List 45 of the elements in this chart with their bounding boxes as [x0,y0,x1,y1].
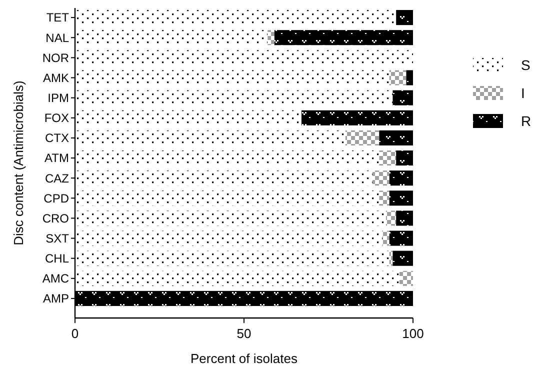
y-axis-title: Disc content (Antimicrobials) [11,80,26,246]
y-tick-label: NOR [42,50,70,65]
y-tick-label: ATM [44,151,69,166]
legend-label: R [521,112,532,129]
x-tick-label: 100 [402,326,424,341]
legend-label: I [521,84,525,101]
y-tick-label: SXT [46,231,70,246]
bar [386,210,396,226]
bar [268,30,274,46]
y-tick-label: IPM [48,91,69,105]
x-axis-title: Percent of isolates [190,351,298,366]
y-tick-label: FOX [44,111,69,126]
bar [345,130,380,146]
bar [301,110,413,126]
y-tick-label: AMK [42,70,69,85]
legend-label: S [521,56,530,73]
bar [379,150,396,166]
bar [392,250,413,266]
bar [372,170,390,186]
bar [389,70,406,86]
y-tick-label: AMC [42,272,70,286]
bar [399,270,413,286]
y-tick-label: TET [46,10,70,25]
y-tick-label: CRO [42,211,69,226]
bar [382,230,390,246]
y-tick-label: CTX [45,131,69,146]
y-tick-label: CPD [44,191,70,206]
y-tick-label: AMP [42,292,69,306]
bar [396,150,413,166]
bar [389,190,413,206]
x-tick-label: 0 [71,326,79,341]
y-tick-label: CHL [44,252,70,266]
bar [379,130,413,146]
bar [389,230,413,246]
y-tick-label: NAL [46,30,70,45]
bar [75,290,413,306]
bar [274,30,413,46]
bar [396,210,413,226]
bar [396,10,413,26]
bar [406,70,413,86]
x-tick-label: 50 [236,326,252,341]
bar [389,170,413,186]
bar [392,90,413,106]
y-tick-label: CAZ [45,171,69,186]
bar [379,190,390,206]
